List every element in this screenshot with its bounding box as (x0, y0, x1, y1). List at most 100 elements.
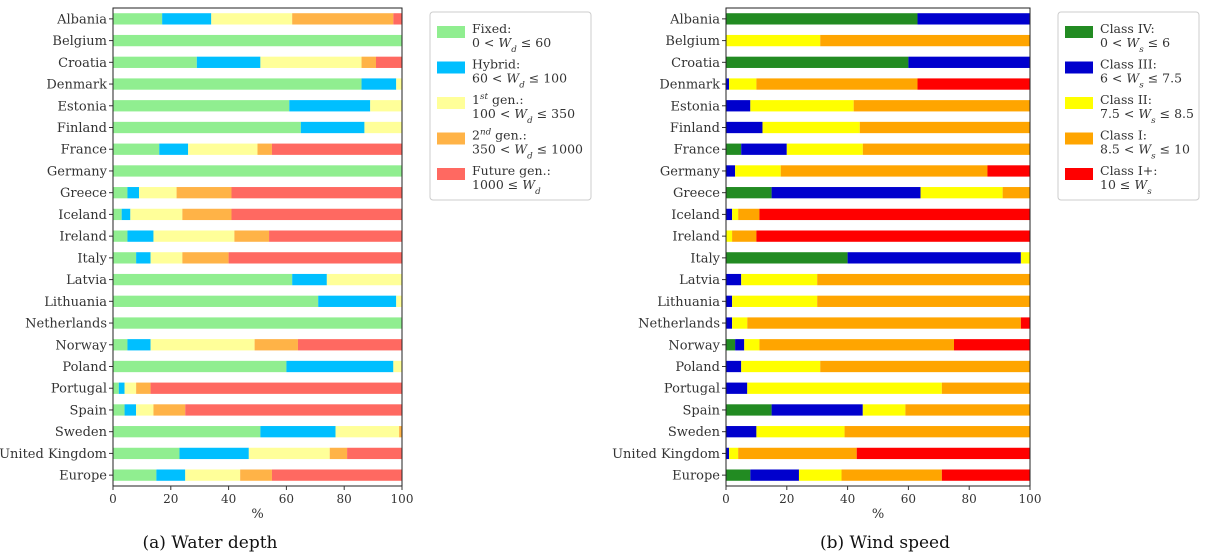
bar-france-1st-gen (188, 143, 258, 155)
bar-france-class-ii (786, 143, 863, 155)
bar-germany-class-i (780, 165, 988, 177)
bar-iceland-1st-gen (130, 208, 183, 221)
bar-norway-class-ii (744, 339, 760, 351)
ytick-label-europe: Europe (59, 469, 107, 484)
bar-greece-class-i (1002, 187, 1030, 199)
bar-lithuania-class-iii (726, 295, 733, 307)
bar-ireland-fixed (113, 230, 128, 242)
ytick-label-netherlands: Netherlands (638, 317, 720, 332)
bar-lithuania-class-ii (732, 295, 818, 307)
ytick-label-sweden: Sweden (55, 425, 108, 440)
bar-denmark-class-i (917, 78, 1030, 90)
bar-iceland-class-i (759, 208, 1030, 221)
ytick-label-spain: Spain (69, 403, 107, 418)
bar-croatia-hybrid (196, 56, 261, 68)
bar-estonia-class-ii (750, 100, 854, 112)
bar-italy-class-iv (726, 252, 848, 264)
bar-croatia-2nd-gen (361, 56, 376, 68)
bar-france-2nd-gen (257, 143, 272, 155)
chart-panel-water-depth: Albania Belgium Croatia Denmark Estonia Finla… (0, 7, 592, 553)
bar-estonia-class-iii (726, 100, 751, 112)
bar-ireland-1st-gen (153, 230, 235, 242)
legend-box (1057, 11, 1200, 201)
bar-croatia-class-iii (908, 56, 1030, 68)
bar-latvia-class-i (817, 273, 1030, 286)
ytick-label-spain: Spain (682, 403, 720, 418)
legend: Class IV:0 < Ws ≤ 6 Class III:6 < Ws ≤ 7.… (1057, 11, 1200, 201)
legend-label-future-gen-0: Future gen.: (472, 163, 551, 178)
ytick-label-latvia: Latvia (66, 273, 107, 288)
bar-sweden-class-ii (756, 426, 845, 438)
panel-caption: (b) Wind speed (820, 533, 950, 553)
legend-label-class-iv-0: Class IV: (1100, 21, 1155, 36)
xtick-label-100: 100 (391, 492, 414, 506)
bar-poland-fixed (113, 360, 287, 373)
legend-swatch-fixed (437, 26, 465, 38)
ytick-label-sweden: Sweden (668, 425, 721, 440)
xtick-label-40: 40 (221, 492, 236, 506)
ytick-label-iceland: Iceland (671, 208, 720, 223)
bar-finland-hybrid (300, 121, 365, 134)
bar-germany-class-ii (735, 165, 781, 177)
xtick-label-60: 60 (901, 492, 916, 506)
ytick-label-iceland: Iceland (58, 208, 107, 223)
ytick-label-portugal: Portugal (664, 382, 720, 397)
bar-italy-class-ii (1020, 252, 1030, 264)
ytick-label-poland: Poland (675, 360, 720, 375)
bar-greece-2nd-gen (176, 187, 232, 199)
bar-albania-future-gen (393, 13, 402, 25)
bar-spain-fixed (113, 404, 125, 416)
bar-netherlands-class-i (1020, 317, 1030, 329)
bar-estonia-hybrid (289, 100, 371, 112)
bar-portugal-2nd-gen (136, 382, 151, 394)
bar-croatia-fixed (113, 56, 197, 68)
legend-label-hybrid-1: 60 < Wd ≤ 100 (472, 71, 567, 91)
ytick-label-estonia: Estonia (671, 99, 721, 114)
legend-swatch-class-iii (1065, 61, 1093, 74)
ytick-label-france: France (61, 143, 108, 158)
ytick-label-portugal: Portugal (51, 382, 107, 397)
bar-greece-fixed (113, 187, 128, 199)
bar-estonia-class-i (853, 100, 1030, 112)
ytick-label-finland: Finland (670, 121, 720, 136)
bar-france-future-gen (271, 143, 402, 155)
bar-denmark-fixed (113, 78, 362, 90)
bar-sweden-2nd-gen (399, 426, 402, 438)
bar-latvia-1st-gen (326, 273, 402, 286)
ytick-label-ireland: Ireland (672, 230, 720, 245)
bar-europe-class-ii (798, 469, 842, 481)
bar-latvia-class-ii (741, 273, 818, 286)
bar-finland-class-i (859, 121, 1030, 134)
bar-denmark-1st-gen (396, 78, 402, 90)
bar-united-kingdom-future-gen (347, 447, 402, 460)
ytick-label-greece: Greece (673, 186, 720, 201)
bar-netherlands-class-ii (732, 317, 748, 329)
bar-germany-fixed (113, 165, 402, 177)
bar-italy-fixed (113, 252, 137, 264)
bar-albania-class-iv (726, 13, 918, 25)
legend-label-class-ii-1: 7.5 < Ws ≤ 8.5 (1100, 106, 1194, 126)
bar-finland-class-ii (762, 121, 860, 134)
xtick-label-20: 20 (779, 492, 794, 506)
ytick-label-germany: Germany (660, 164, 721, 179)
legend-label-class-i-0: Class I+: (1100, 163, 1157, 178)
bar-denmark-class-ii (729, 78, 757, 90)
ytick-label-poland: Poland (62, 360, 107, 375)
bar-iceland-class-i (738, 208, 760, 221)
bar-ireland-class-ii (726, 230, 733, 242)
bar-latvia-fixed (113, 273, 293, 286)
bar-ireland-class-i (732, 230, 757, 242)
bar-lithuania-class-i (817, 295, 1030, 307)
bar-iceland-hybrid (121, 208, 131, 221)
ytick-label-albania: Albania (669, 12, 720, 27)
legend-label-class-i-1: 8.5 < Ws ≤ 10 (1100, 142, 1190, 162)
bar-ireland-hybrid (127, 230, 154, 242)
bar-europe-fixed (113, 469, 157, 481)
legend-swatch-2nd-gen (437, 132, 465, 145)
bar-portugal-fixed (113, 382, 119, 394)
ytick-label-united-kingdom: United Kingdom (0, 447, 107, 462)
xtick-label-80: 80 (337, 492, 352, 506)
bar-spain-2nd-gen (153, 404, 186, 416)
bar-europe-2nd-gen (240, 469, 272, 481)
